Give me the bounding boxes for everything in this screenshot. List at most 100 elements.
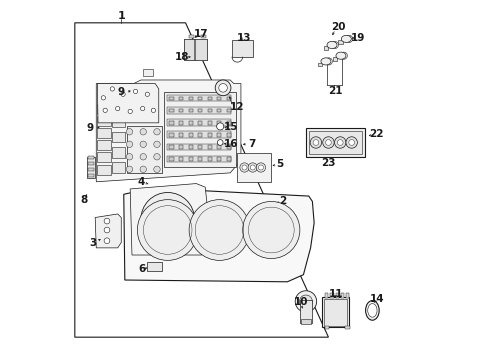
Circle shape — [247, 163, 257, 172]
Bar — [169, 121, 173, 125]
Bar — [217, 121, 221, 125]
Text: 3: 3 — [89, 238, 96, 248]
Bar — [207, 109, 211, 112]
Bar — [87, 157, 95, 178]
Bar — [183, 39, 206, 60]
Circle shape — [104, 238, 110, 244]
Text: 9: 9 — [86, 123, 94, 133]
Bar — [207, 121, 211, 125]
Bar — [188, 145, 192, 149]
Bar — [169, 97, 173, 100]
Text: 5: 5 — [276, 159, 283, 169]
Ellipse shape — [335, 52, 345, 59]
Circle shape — [140, 166, 146, 172]
Bar — [112, 102, 124, 112]
Circle shape — [217, 140, 223, 145]
Bar — [112, 132, 124, 143]
Bar — [97, 153, 110, 162]
Circle shape — [101, 96, 105, 100]
Bar — [126, 126, 162, 173]
Bar — [226, 121, 230, 125]
Text: 10: 10 — [293, 297, 307, 307]
Bar — [217, 97, 221, 100]
Circle shape — [345, 35, 352, 42]
Bar — [226, 133, 230, 137]
Circle shape — [165, 217, 169, 221]
Bar — [217, 157, 221, 161]
Text: 6: 6 — [138, 264, 145, 274]
Bar — [226, 109, 230, 112]
Bar — [97, 116, 110, 126]
Bar — [207, 157, 211, 161]
Polygon shape — [130, 184, 206, 255]
Bar — [179, 133, 183, 137]
Circle shape — [312, 140, 318, 145]
Bar — [112, 117, 124, 127]
Bar — [338, 40, 342, 44]
Circle shape — [348, 140, 354, 145]
Circle shape — [128, 109, 132, 113]
Bar — [201, 35, 206, 38]
Ellipse shape — [341, 35, 350, 42]
Bar — [169, 145, 173, 149]
Circle shape — [256, 163, 265, 172]
Text: 21: 21 — [327, 86, 342, 96]
Bar — [217, 145, 221, 149]
Text: 16: 16 — [224, 139, 238, 149]
Circle shape — [345, 137, 357, 148]
Bar — [324, 326, 328, 329]
Bar — [217, 109, 221, 112]
Text: 9: 9 — [118, 87, 124, 98]
Circle shape — [216, 123, 224, 130]
Bar — [217, 133, 221, 137]
Text: 7: 7 — [247, 139, 255, 149]
Bar — [226, 157, 230, 161]
Circle shape — [110, 87, 114, 91]
Circle shape — [153, 141, 160, 148]
Text: 18: 18 — [174, 53, 189, 63]
Text: 12: 12 — [229, 103, 244, 112]
Bar — [198, 133, 202, 137]
Bar — [97, 165, 110, 175]
Bar — [166, 144, 230, 150]
Bar — [183, 39, 194, 60]
Text: 23: 23 — [320, 158, 335, 168]
Bar — [345, 326, 349, 329]
Circle shape — [126, 141, 132, 148]
Bar — [335, 293, 338, 298]
Text: 15: 15 — [224, 122, 238, 132]
Bar — [169, 133, 173, 137]
Text: 20: 20 — [330, 22, 345, 32]
Circle shape — [121, 92, 125, 96]
Polygon shape — [97, 84, 159, 123]
Text: 13: 13 — [237, 33, 251, 43]
Bar — [166, 156, 230, 162]
Ellipse shape — [320, 58, 330, 65]
Bar — [97, 104, 110, 114]
Bar — [226, 97, 230, 100]
Bar — [188, 109, 192, 112]
Circle shape — [325, 58, 332, 65]
Circle shape — [126, 129, 132, 135]
Text: 19: 19 — [350, 33, 365, 43]
Circle shape — [115, 107, 120, 111]
Circle shape — [295, 291, 316, 312]
Bar — [198, 121, 202, 125]
Bar — [198, 97, 202, 100]
Bar — [188, 97, 192, 100]
Ellipse shape — [365, 301, 378, 320]
Text: 14: 14 — [368, 294, 383, 303]
Bar — [112, 162, 124, 173]
Bar — [179, 145, 183, 149]
Bar — [345, 293, 348, 298]
Bar — [324, 46, 328, 50]
Bar — [88, 162, 94, 165]
Circle shape — [141, 193, 194, 246]
Ellipse shape — [137, 200, 198, 260]
Bar — [198, 109, 202, 112]
Bar — [300, 319, 310, 324]
Bar — [188, 157, 192, 161]
Circle shape — [104, 227, 110, 233]
Bar — [325, 293, 328, 298]
Bar — [166, 107, 230, 113]
